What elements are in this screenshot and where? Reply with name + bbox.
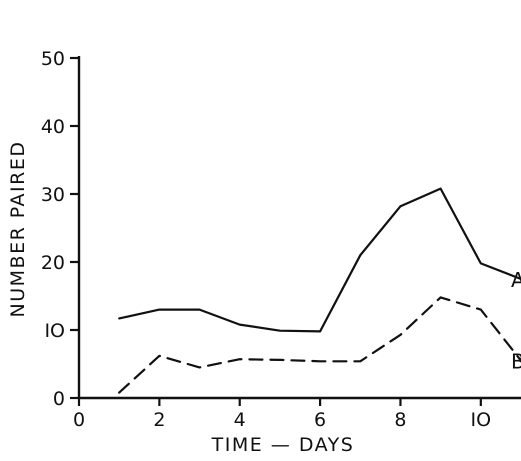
y-tick-label: 30 [41, 184, 65, 206]
series-lines [118, 187, 521, 394]
y-tick-label: 50 [41, 48, 65, 70]
y-tick-label: 20 [41, 252, 65, 274]
x-tick-label: 8 [394, 409, 406, 431]
axes [77, 56, 521, 400]
series-label-a: A [511, 268, 521, 292]
x-tick-label: 2 [153, 409, 165, 431]
y-tick-label: 0 [53, 388, 65, 410]
x-axis-title: TIME — DAYS [211, 434, 355, 456]
series-labels: AB [511, 268, 521, 374]
y-tick-label: 40 [41, 116, 65, 138]
x-tick-label: IO [471, 409, 492, 431]
y-tick-label: IO [44, 320, 65, 342]
x-tick-label: 4 [234, 409, 246, 431]
tick-marks [70, 56, 482, 406]
tick-labels: 0 IO 20 30 40 50 0 2 4 6 8 IO [41, 48, 491, 431]
series-line-a [118, 187, 521, 333]
x-tick-label: 6 [314, 409, 326, 431]
series-line-b [118, 296, 521, 394]
y-axis-title: NUMBER PAIRED [7, 141, 29, 318]
series-label-b: B [511, 350, 521, 374]
x-tick-label: 0 [73, 409, 85, 431]
